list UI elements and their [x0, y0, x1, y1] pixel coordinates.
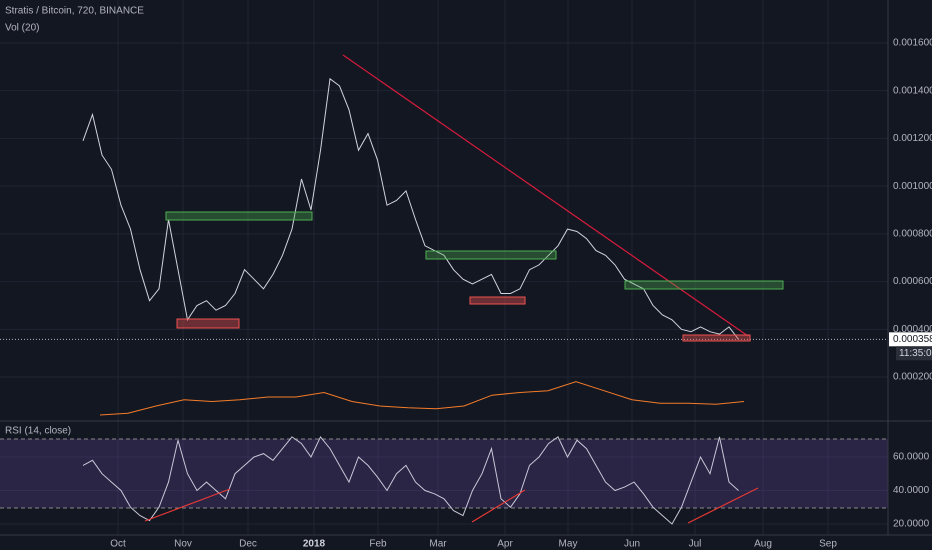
time-label: 11:35:01 [899, 348, 932, 359]
x-tick-label: Mar [429, 539, 447, 550]
series-line [82, 435, 739, 525]
support-box [682, 334, 751, 342]
x-tick-label: Jul [689, 539, 702, 550]
grid [0, 0, 888, 535]
x-tick-label: Aug [754, 539, 772, 550]
resistance-box [624, 280, 784, 290]
rsi-trend [471, 489, 526, 523]
x-tick-label: Feb [369, 539, 387, 550]
annotations [144, 54, 784, 524]
x-tick-label: Sep [819, 539, 837, 550]
rsi-trend [144, 488, 231, 522]
rsi-title: RSI (14, close) [5, 426, 71, 437]
last-price-tag [889, 332, 932, 347]
y-tick-label: 40.0000 [893, 485, 930, 496]
series-line [99, 381, 745, 416]
x-tick-label: Dec [239, 539, 257, 550]
chart-title: Stratis / Bitcoin, 720, BINANCE [5, 6, 144, 17]
resistance-box [165, 211, 313, 221]
volume-title: Vol (20) [5, 23, 39, 34]
time-tag [896, 346, 932, 361]
y-tick-label: 60.0000 [893, 452, 930, 463]
rsi-trend [687, 487, 759, 524]
series-line [82, 77, 739, 340]
x-tick-label: Jun [624, 539, 640, 550]
x-tick-label: Apr [497, 539, 513, 550]
x-tick-label: 2018 [303, 539, 326, 550]
rsi-band [0, 439, 888, 508]
y-tick-label: 20.0000 [893, 519, 930, 530]
plot [0, 77, 888, 525]
support-box [176, 318, 240, 329]
x-tick-label: Nov [174, 539, 192, 550]
x-tick-label: May [559, 539, 578, 550]
support-box [469, 296, 526, 305]
resistance-box [425, 250, 557, 260]
x-tick-label: Oct [110, 539, 126, 550]
